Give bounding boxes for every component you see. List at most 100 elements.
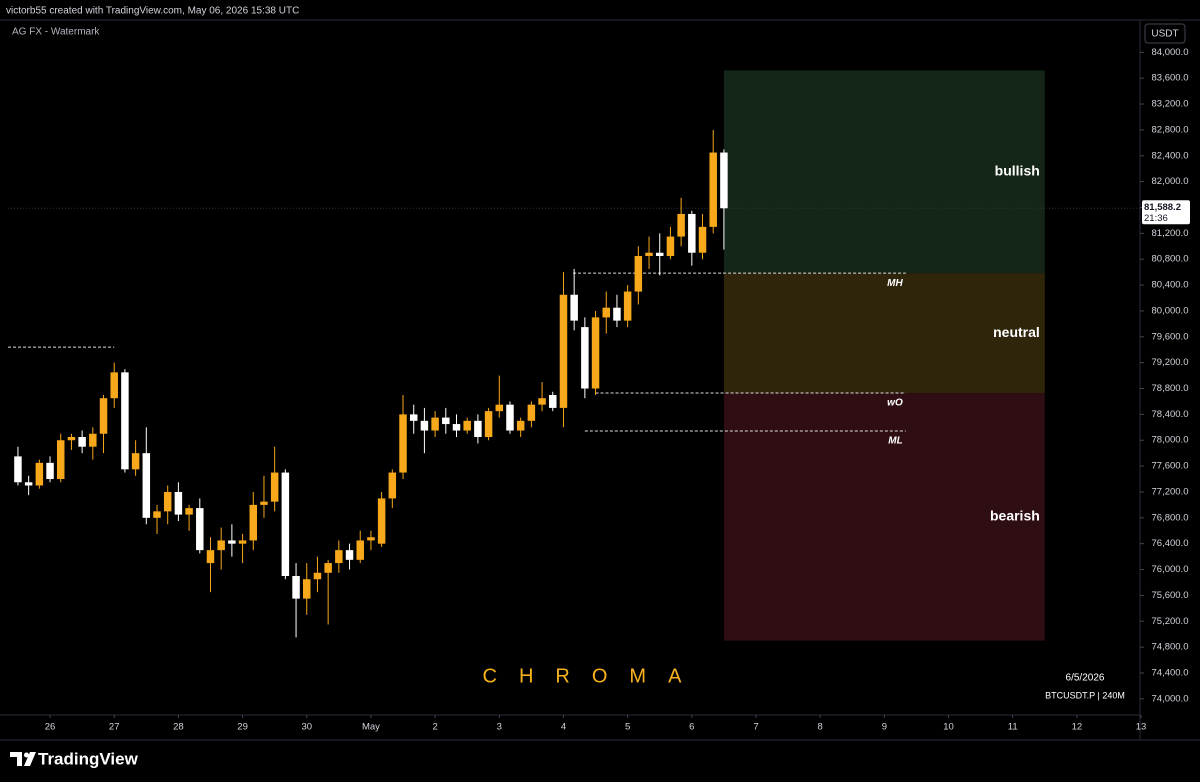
candle-body xyxy=(388,472,397,499)
candle-body xyxy=(292,576,300,599)
price-tag xyxy=(1142,200,1190,225)
y-tick-label: 76,400.0 xyxy=(1152,538,1189,549)
candle-body xyxy=(677,213,685,237)
candle-body xyxy=(655,252,664,256)
candle-body xyxy=(131,453,140,470)
y-tick-label: 78,400.0 xyxy=(1152,409,1189,420)
candle-body xyxy=(506,404,514,431)
y-tick-label: 83,600.0 xyxy=(1152,73,1189,84)
x-tick-label: 3 xyxy=(497,722,502,733)
candle-body xyxy=(377,498,386,544)
candle-body xyxy=(14,456,22,483)
candle-body xyxy=(217,540,225,551)
y-tick-label: 74,800.0 xyxy=(1152,642,1189,653)
candle-body xyxy=(549,394,557,408)
level-label: MH xyxy=(887,278,903,289)
level-label: wO xyxy=(887,398,903,409)
y-tick-label: 82,400.0 xyxy=(1152,150,1189,161)
candle-body xyxy=(270,472,279,502)
candle-body xyxy=(196,508,204,551)
y-tick-label: 77,600.0 xyxy=(1152,461,1189,472)
logo-mark[interactable] xyxy=(10,752,36,766)
x-tick-label: 5 xyxy=(625,722,630,733)
price-tag-label: 81,588.2 xyxy=(1144,202,1181,213)
watermark: CHROMA xyxy=(483,665,704,687)
symbol: BTCUSDT.P | 240M xyxy=(1045,690,1125,700)
candle-body xyxy=(238,540,247,544)
candle-body xyxy=(645,252,653,256)
currency-box[interactable] xyxy=(1144,23,1186,44)
logo-dot[interactable] xyxy=(24,752,29,758)
y-tick-label: 78,000.0 xyxy=(1152,435,1189,446)
x-tick-label: 10 xyxy=(943,722,954,733)
candle-body xyxy=(46,462,54,480)
candle-body xyxy=(431,417,439,431)
candle-body xyxy=(99,398,108,434)
candle-body xyxy=(463,420,471,431)
candle-body xyxy=(484,411,493,437)
x-tick-label: 13 xyxy=(1136,722,1147,733)
x-tick-label: 4 xyxy=(561,722,566,733)
y-tick-label: 74,400.0 xyxy=(1152,667,1189,678)
candle-body xyxy=(78,437,86,447)
candle-body xyxy=(538,398,546,405)
candle-body xyxy=(399,414,407,473)
candle-body xyxy=(688,213,696,253)
x-tick-label: 29 xyxy=(237,722,248,733)
y-tick-label: 77,200.0 xyxy=(1152,486,1189,497)
candle-body xyxy=(623,291,632,321)
y-tick-label: 76,800.0 xyxy=(1152,512,1189,523)
y-tick-label: 79,600.0 xyxy=(1152,331,1189,342)
candle-body xyxy=(666,236,675,256)
candle-body xyxy=(345,550,354,560)
x-tick-label: 7 xyxy=(753,722,758,733)
zone xyxy=(723,70,1045,274)
y-tick-label: 80,400.0 xyxy=(1152,280,1189,291)
candle-body xyxy=(260,501,268,505)
currency[interactable]: USDT xyxy=(1151,29,1178,40)
zone-label: neutral xyxy=(993,324,1040,340)
y-tick-label: 78,800.0 xyxy=(1152,383,1189,394)
candle-body xyxy=(335,550,343,564)
candle-body xyxy=(110,372,118,399)
x-tick-label: 12 xyxy=(1072,722,1083,733)
candle-body xyxy=(591,317,600,389)
x-tick-label: 28 xyxy=(173,722,184,733)
y-tick-label: 84,000.0 xyxy=(1152,47,1189,58)
candle-body xyxy=(570,294,578,321)
y-tick-label: 74,000.0 xyxy=(1152,693,1189,704)
candle-body xyxy=(559,294,568,408)
candle-body xyxy=(516,420,525,431)
credit: victorb55 created with TradingView.com, … xyxy=(6,6,299,17)
candle-body xyxy=(24,482,33,486)
candle-body xyxy=(698,226,707,253)
candle-body xyxy=(67,437,76,441)
candle-body xyxy=(185,508,193,515)
x-tick-label: 6 xyxy=(689,722,694,733)
zone-label: bearish xyxy=(990,508,1040,524)
y-tick-label: 80,000.0 xyxy=(1152,305,1189,316)
x-tick-label: May xyxy=(362,722,380,733)
candle-body xyxy=(56,440,65,480)
date: 6/5/2026 xyxy=(1066,673,1105,684)
candle-body xyxy=(142,453,151,518)
candle-body xyxy=(313,572,322,580)
candle-body xyxy=(720,152,728,209)
zone xyxy=(723,393,1045,641)
y-tick-label: 75,600.0 xyxy=(1152,590,1189,601)
brand-logo[interactable] xyxy=(10,752,36,766)
candle-body xyxy=(495,404,504,412)
x-tick-label: 9 xyxy=(882,722,887,733)
candle-body xyxy=(602,307,610,318)
y-tick-label: 80,800.0 xyxy=(1152,254,1189,265)
brand[interactable]: TradingView xyxy=(38,749,139,768)
candle-body xyxy=(324,563,332,573)
x-tick-label: 2 xyxy=(432,722,437,733)
countdown: 21:36 xyxy=(1144,213,1168,224)
candle-body xyxy=(474,420,482,437)
x-tick-label: 30 xyxy=(301,722,312,733)
y-tick-label: 82,800.0 xyxy=(1152,124,1189,135)
candle-body xyxy=(356,540,364,560)
x-tick-label: 27 xyxy=(109,722,120,733)
